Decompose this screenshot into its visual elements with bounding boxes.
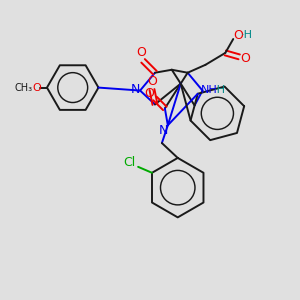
Text: O: O [136, 46, 146, 59]
Text: O: O [233, 28, 243, 42]
Text: O: O [147, 75, 157, 88]
Text: N: N [159, 124, 169, 137]
Text: ·H: ·H [241, 30, 253, 40]
Text: Cl: Cl [123, 156, 135, 170]
Text: N: N [130, 83, 140, 96]
Text: NH: NH [201, 85, 218, 94]
Text: ·H: ·H [213, 85, 225, 94]
Text: O: O [144, 87, 154, 100]
Text: O: O [240, 52, 250, 65]
Text: O: O [33, 82, 41, 93]
Text: CH₃: CH₃ [14, 82, 32, 93]
